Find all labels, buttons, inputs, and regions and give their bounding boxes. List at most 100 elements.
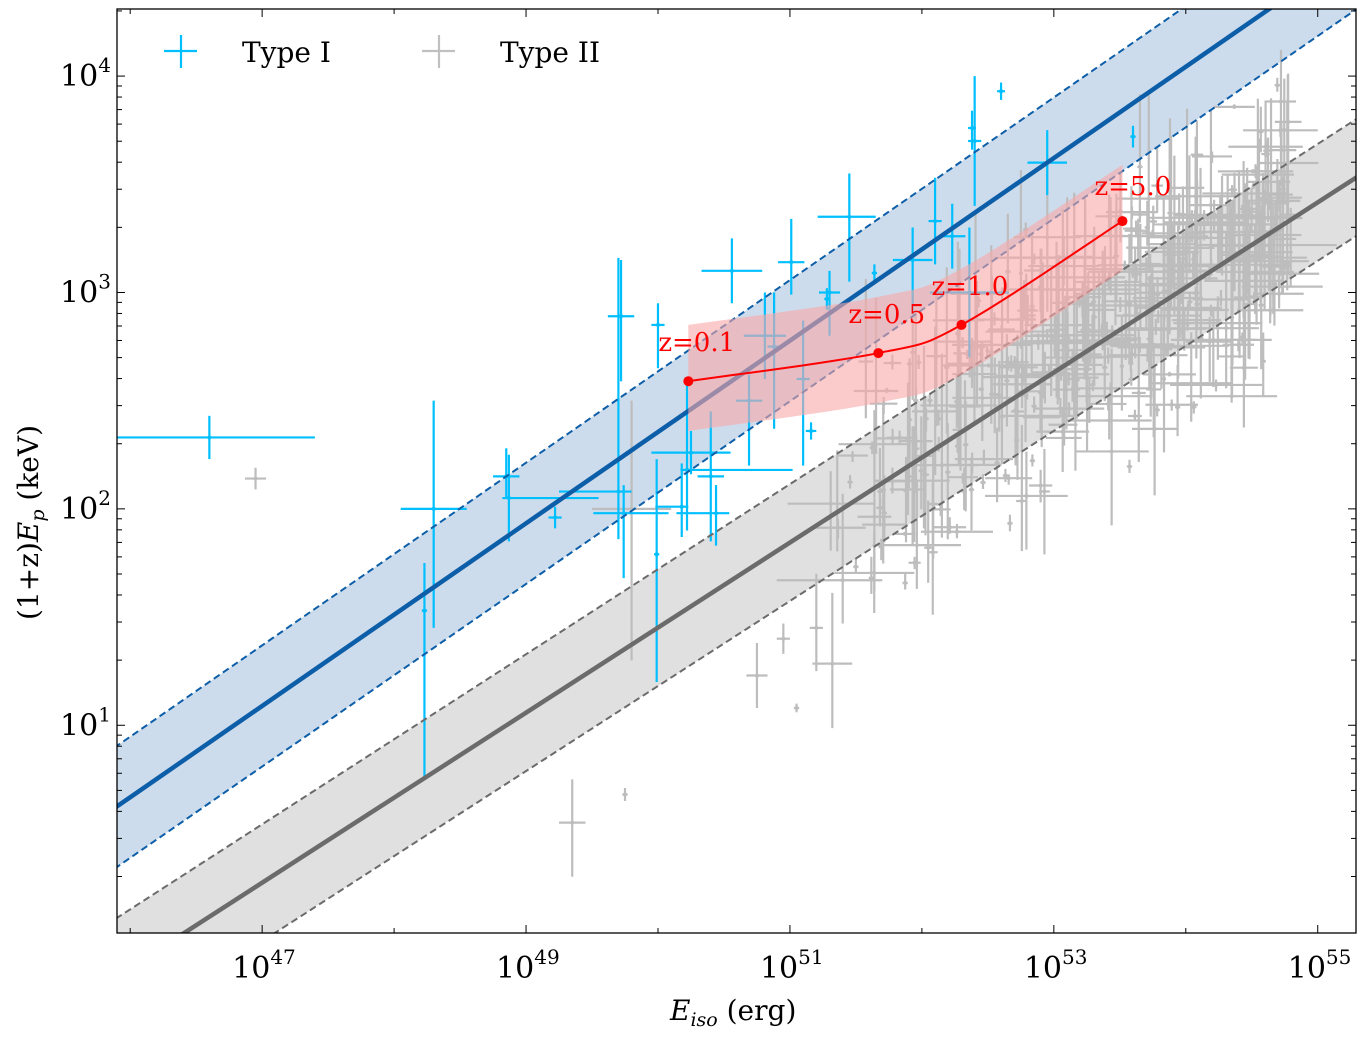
data-point [919,468,924,473]
data-point [1156,313,1161,318]
legend-type-i: Type I [164,35,331,69]
data-point [1192,234,1197,239]
data-point [1281,186,1286,191]
data-point [814,625,819,630]
data-point [1099,328,1104,333]
data-point [1009,362,1014,367]
data-point [655,322,660,327]
data-point [207,435,212,440]
type-ii-fit-line [179,175,1356,933]
data-point [1042,370,1047,375]
data-point [1232,243,1237,248]
type-ii-point [1124,220,1148,238]
data-point [1162,376,1167,381]
data-point [1100,287,1105,292]
data-point [924,416,929,421]
type-ii-point [1000,356,1029,369]
data-point [570,820,575,825]
data-point [933,409,938,414]
x-tick-label: 1055 [1288,945,1352,986]
y-axis-label: (1+z)Ep (keV) [12,425,49,620]
type-ii-point [905,382,911,516]
data-point [1155,183,1160,188]
data-point [809,428,814,433]
type-ii-point [787,471,874,551]
x-axis-label-main: E [669,994,690,1027]
y-axis-label-pre: (1+z) [12,542,45,620]
data-point [253,476,258,481]
data-point [1275,83,1280,88]
data-point [830,661,835,666]
data-point [1285,199,1290,204]
type-ii-point [1169,108,1205,243]
data-point [926,545,931,550]
data-point [1175,405,1180,410]
data-point [1288,243,1293,248]
type-ii-point [1128,409,1142,421]
type-ii-point [949,380,981,434]
data-point [1280,236,1285,241]
data-point [1225,222,1230,227]
type-ii-point [1192,174,1263,261]
type-ii-point [862,514,907,532]
y-tick-label: 104 [60,53,111,94]
data-point [1185,185,1190,190]
type-i-point [1130,125,1136,148]
type-ii-point [1012,303,1103,405]
data-point [1038,390,1043,395]
type-ii-point [1170,379,1263,392]
data-point [902,531,907,536]
type-ii-point [1213,104,1255,109]
data-point [1032,404,1037,409]
x-tick-exp: 51 [798,945,823,969]
type-i-point [817,173,876,282]
type-i-point [805,422,817,440]
type-i-point [117,415,315,460]
type-ii-point [924,500,933,583]
x-tick-base: 10 [1288,951,1326,986]
data-point [1133,299,1138,304]
data-point [1176,305,1181,310]
x-tick-base: 10 [760,951,798,986]
data-point [1266,179,1271,184]
data-point [963,442,968,447]
data-point [1179,276,1184,281]
data-point [890,479,895,484]
data-point [1216,213,1221,218]
data-point [1122,263,1127,268]
data-point [912,560,917,565]
data-point [1107,418,1112,423]
type-ii-fit-band [117,119,1356,933]
type-ii-point [1149,205,1158,237]
type-ii-point [1236,236,1243,359]
type-i-point [655,463,689,537]
type-ii-point [1181,210,1209,278]
data-point [1195,302,1200,307]
type-ii-point [1137,94,1143,217]
type-ii-point [1238,201,1260,216]
data-point [1145,353,1150,358]
type-ii-point [875,428,910,445]
data-point [1249,209,1254,214]
data-point [1191,405,1196,410]
data-point [1265,148,1270,153]
data-point [954,399,959,404]
data-point [995,460,1000,465]
data-point [1280,284,1285,289]
type-ii-point [1161,245,1167,322]
type-ii-point [1263,142,1272,158]
data-point [1061,435,1066,440]
type-ii-point [1114,310,1202,324]
type-ii-lower-bound [272,234,1356,933]
data-point [794,705,799,710]
x-tick-label: 1051 [760,945,824,986]
data-point [1172,245,1177,250]
data-point [1240,335,1245,340]
data-point [1136,390,1141,395]
data-point [1246,206,1251,211]
data-point [980,395,985,400]
y-tick-exp: 1 [98,702,111,726]
type-ii-point [592,400,672,661]
data-point [824,296,829,301]
